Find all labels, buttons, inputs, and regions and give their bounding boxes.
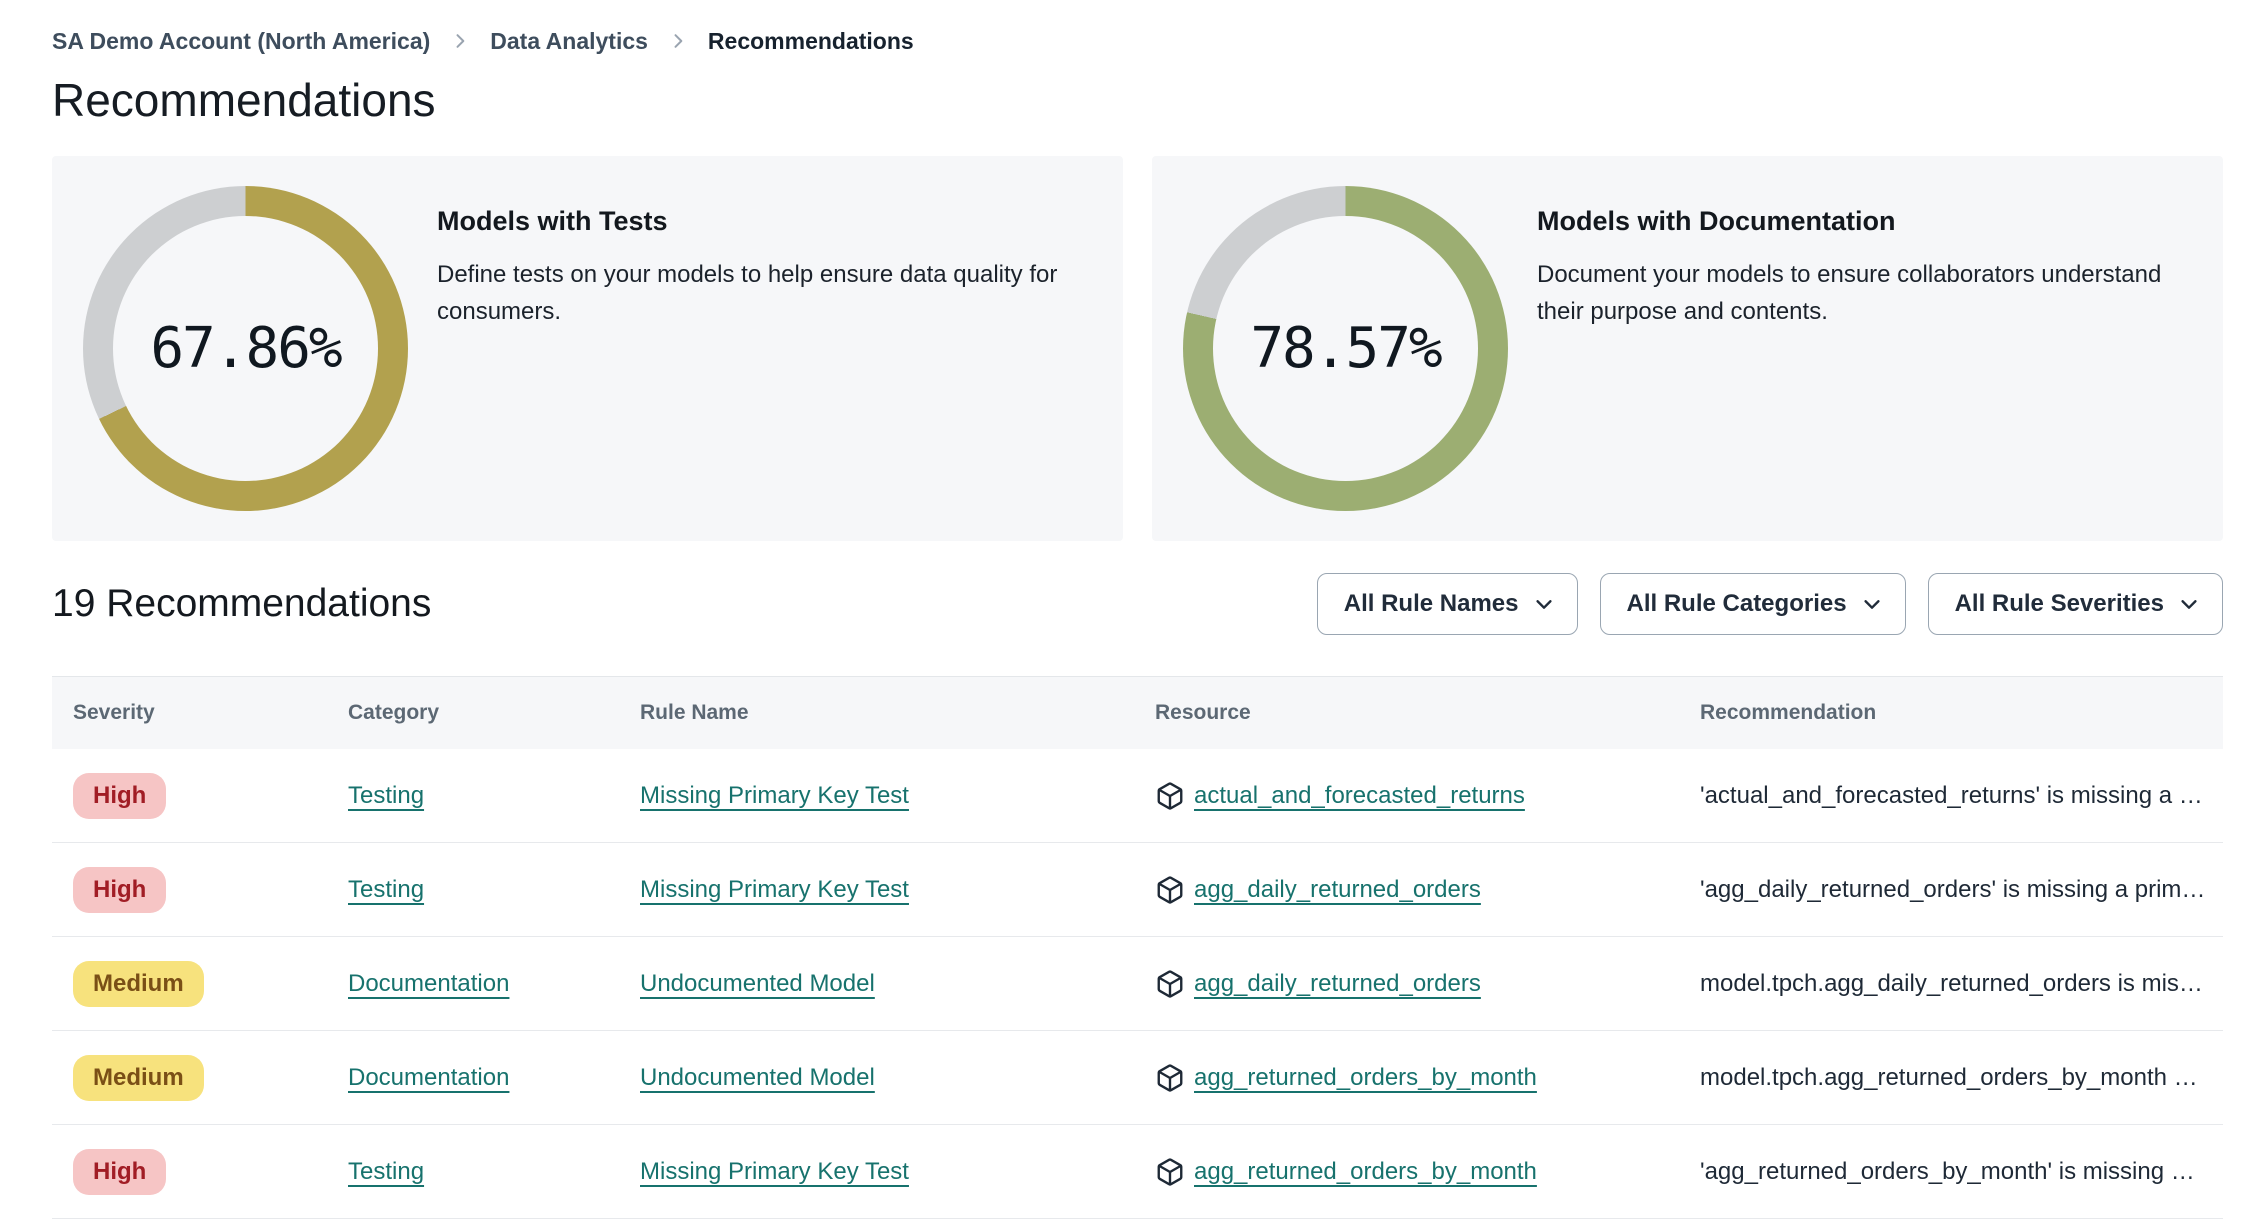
card-title: Models with Documentation xyxy=(1537,206,1896,236)
metric-cards: 67.86% Models with Tests Define tests on… xyxy=(52,156,2223,541)
cube-icon xyxy=(1157,781,1183,810)
resource-link[interactable]: agg_daily_returned_orders xyxy=(1194,875,1481,903)
chevron-right-icon xyxy=(668,31,688,51)
table-row: Medium Documentation Undocumented Model … xyxy=(52,1031,2223,1125)
metric-card-documentation: 78.57% Models with Documentation Documen… xyxy=(1152,156,2223,541)
rule-name-link[interactable]: Missing Primary Key Test xyxy=(640,875,909,903)
filter-rule-names-button[interactable]: All Rule Names xyxy=(1316,573,1578,635)
resource-link[interactable]: actual_and_forecasted_returns xyxy=(1194,781,1525,809)
filter-label: All Rule Names xyxy=(1343,590,1519,617)
severity-badge: Medium xyxy=(73,960,204,1007)
resource-link[interactable]: agg_daily_returned_orders xyxy=(1194,969,1481,997)
category-link[interactable]: Testing xyxy=(348,1157,425,1185)
breadcrumb-item-current: Recommendations xyxy=(707,28,914,54)
table-row: High Testing Missing Primary Key Test ag… xyxy=(52,843,2223,937)
card-title: Models with Tests xyxy=(437,206,668,236)
column-header-category: Category xyxy=(348,701,440,724)
filter-label: All Rule Categories xyxy=(1626,590,1847,617)
recommendation-text: model.tpch.agg_returned_orders_by_month … xyxy=(1700,1063,2198,1091)
recommendations-count-title: 19 Recommendations xyxy=(52,582,432,625)
breadcrumb: SA Demo Account (North America) Data Ana… xyxy=(52,26,2223,56)
chevron-down-icon xyxy=(1535,600,1552,609)
card-text: Models with Tests Define tests on your m… xyxy=(437,186,1062,330)
column-header-severity: Severity xyxy=(73,701,155,724)
donut-chart-tests: 67.86% xyxy=(83,186,408,511)
cube-icon xyxy=(1157,875,1183,904)
category-link[interactable]: Documentation xyxy=(348,1063,510,1091)
recommendation-text: model.tpch.agg_daily_returned_orders is … xyxy=(1700,969,2203,997)
filter-rule-severities-button[interactable]: All Rule Severities xyxy=(1927,573,2223,635)
recommendations-table: Severity Category Rule Name Resource Rec… xyxy=(52,676,2223,1219)
metric-card-tests: 67.86% Models with Tests Define tests on… xyxy=(52,156,1123,541)
filters: All Rule Names All Rule Categories All R… xyxy=(1316,573,2223,635)
column-header-resource: Resource xyxy=(1155,701,1251,724)
table-row: Medium Documentation Undocumented Model … xyxy=(52,937,2223,1031)
donut-percent-label: 67.86% xyxy=(150,316,342,381)
recommendation-text: 'agg_daily_returned_orders' is missing a… xyxy=(1700,875,2206,903)
breadcrumb-item-project[interactable]: Data Analytics xyxy=(490,28,648,54)
resource-link[interactable]: agg_returned_orders_by_month xyxy=(1194,1157,1537,1185)
chevron-down-icon xyxy=(2181,600,2197,609)
recommendation-text: 'agg_returned_orders_by_month' is missin… xyxy=(1700,1157,2195,1185)
cube-icon xyxy=(1157,969,1183,998)
chevron-down-icon xyxy=(1863,600,1880,609)
card-description: Document your models to ensure collabora… xyxy=(1537,261,2162,325)
filter-label: All Rule Severities xyxy=(1954,590,2164,617)
chevron-right-icon xyxy=(450,31,470,51)
rule-name-link[interactable]: Missing Primary Key Test xyxy=(640,1157,909,1185)
severity-badge: High xyxy=(73,866,167,913)
list-bar: 19 Recommendations All Rule Names All Ru… xyxy=(52,573,2223,635)
donut-hole xyxy=(113,216,378,481)
donut-chart-documentation: 78.57% xyxy=(1183,186,1508,511)
card-text: Models with Documentation Document your … xyxy=(1537,186,2162,330)
table-row: High Testing Missing Primary Key Test ac… xyxy=(52,749,2223,843)
cube-icon xyxy=(1157,1157,1183,1186)
column-header-recommendation: Recommendation xyxy=(1700,701,1877,724)
donut-percent-label: 78.57% xyxy=(1250,316,1442,381)
column-header-rule-name: Rule Name xyxy=(640,701,749,724)
severity-badge: Medium xyxy=(73,1054,204,1101)
donut-hole xyxy=(1213,216,1478,481)
card-description: Define tests on your models to help ensu… xyxy=(437,261,1058,325)
filter-rule-categories-button[interactable]: All Rule Categories xyxy=(1599,573,1906,635)
severity-badge: High xyxy=(73,1148,167,1195)
category-link[interactable]: Testing xyxy=(348,781,425,809)
table-header-row: Severity Category Rule Name Resource Rec… xyxy=(52,677,2223,749)
table-row: High Testing Missing Primary Key Test ag… xyxy=(52,1125,2223,1219)
category-link[interactable]: Documentation xyxy=(348,969,510,997)
resource-link[interactable]: agg_returned_orders_by_month xyxy=(1194,1063,1537,1091)
page-title: Recommendations xyxy=(52,74,436,126)
category-link[interactable]: Testing xyxy=(348,875,425,903)
rule-name-link[interactable]: Undocumented Model xyxy=(640,1063,875,1091)
breadcrumb-item-account[interactable]: SA Demo Account (North America) xyxy=(52,28,431,54)
cube-icon xyxy=(1157,1063,1183,1092)
severity-badge: High xyxy=(73,772,167,819)
rule-name-link[interactable]: Missing Primary Key Test xyxy=(640,781,909,809)
rule-name-link[interactable]: Undocumented Model xyxy=(640,969,875,997)
recommendation-text: 'actual_and_forecasted_returns' is missi… xyxy=(1700,781,2203,809)
